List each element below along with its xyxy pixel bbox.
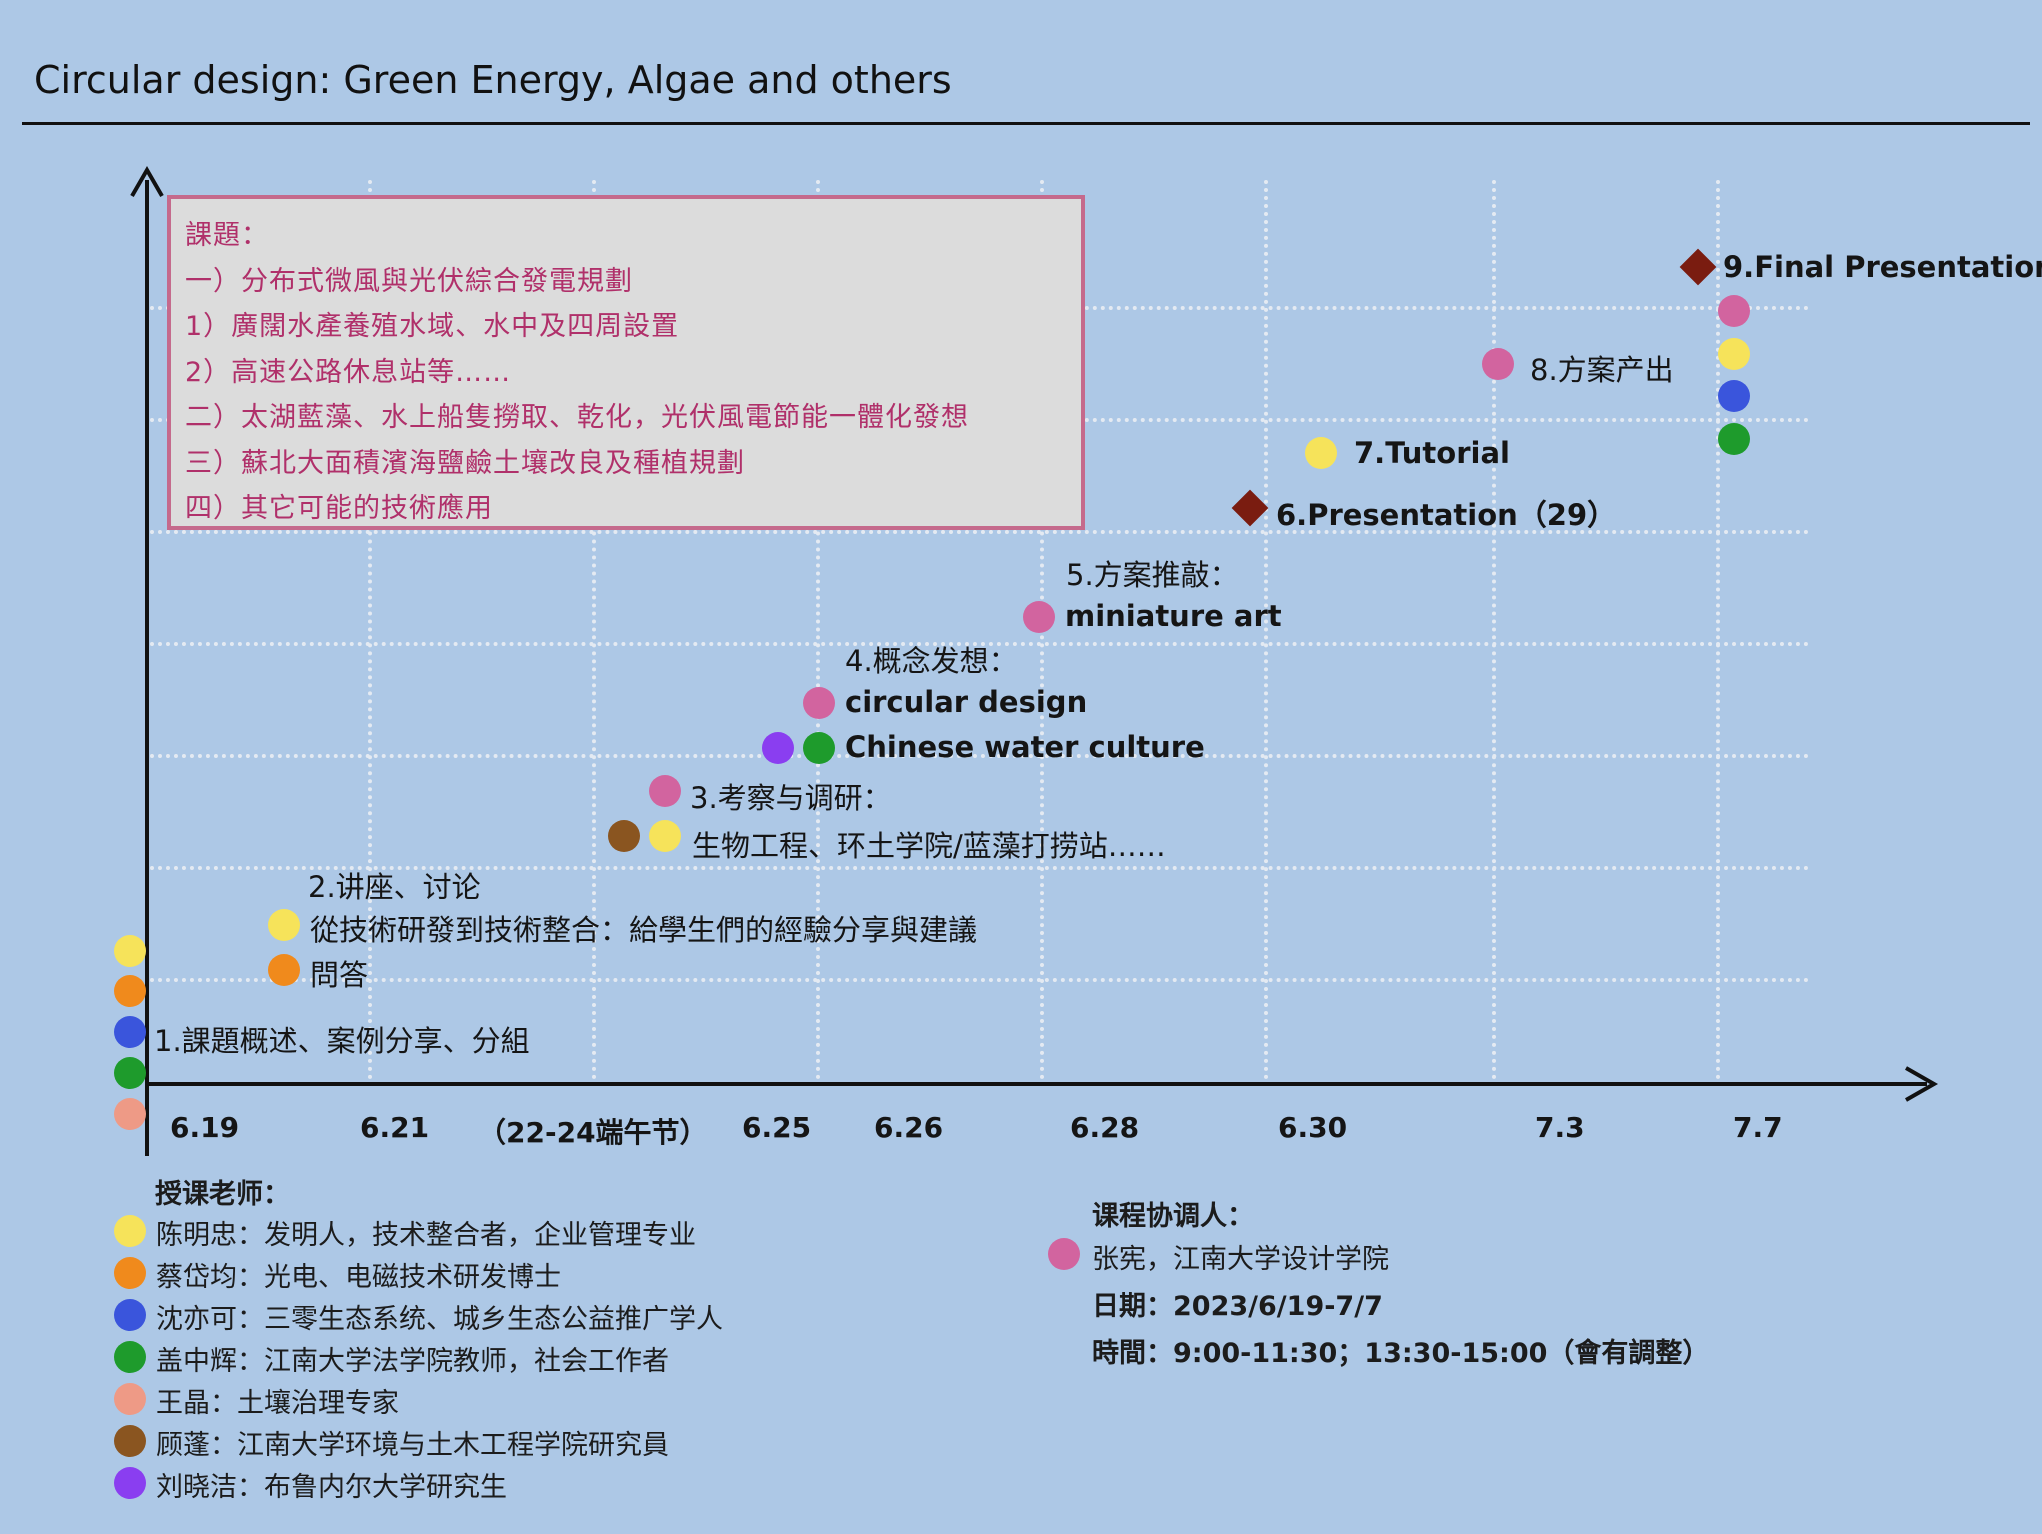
milestone-3-item: 生物工程、环土学院/蓝藻打捞站…… xyxy=(692,829,1166,863)
coordinator-dot-pink xyxy=(803,687,835,719)
legend-dot-orange xyxy=(114,1257,146,1289)
milestone-4-item: circular design xyxy=(845,685,1088,719)
course-date: 日期：2023/6/19-7/7 xyxy=(1092,1291,1383,1322)
teacher-dot-yellow xyxy=(649,820,681,852)
topic-line: 三）蘇北大面積濱海鹽鹼土壤改良及種植規劃 xyxy=(185,447,745,479)
legend-dot-salmon xyxy=(114,1383,146,1415)
teacher-dot-yellow xyxy=(1718,338,1750,370)
legend-dot-purple xyxy=(114,1467,146,1499)
page-title: Circular design: Green Energy, Algae and… xyxy=(34,58,952,102)
milestone-3-title: 3.考察与调研： xyxy=(690,781,892,815)
coordinator-name: 张宪，江南大学设计学院 xyxy=(1092,1244,1389,1275)
teacher-dot-green xyxy=(1718,423,1750,455)
milestone-5-title: 5.方案推敲： xyxy=(1066,558,1239,592)
milestone-6-label: 6.Presentation（29） xyxy=(1276,498,1617,532)
coordinator-dot-pink xyxy=(1718,295,1750,327)
coordinator-dot-pink xyxy=(1482,348,1514,380)
teachers-heading: 授课老师： xyxy=(155,1179,290,1210)
milestone-1-label: 1.課題概述、案例分享、分組 xyxy=(154,1024,530,1058)
tick-label: 6.21 xyxy=(360,1111,430,1144)
tick-label: 6.28 xyxy=(1070,1111,1140,1144)
milestone-7-label: 7.Tutorial xyxy=(1354,436,1510,470)
topic-line: 一）分布式微風與光伏綜合發電規劃 xyxy=(185,265,633,297)
tick-label: （22-24端午节） xyxy=(478,1116,708,1149)
milestone-2-title: 2.讲座、讨论 xyxy=(308,870,481,904)
tick-label: 6.26 xyxy=(874,1111,944,1144)
teacher-name: 陈明忠：发明人，技术整合者，企业管理专业 xyxy=(156,1220,696,1251)
teacher-name: 沈亦可：三零生态系统、城乡生态公益推广学人 xyxy=(156,1304,723,1335)
teacher-dot-salmon xyxy=(114,1098,146,1130)
teacher-name: 盖中辉：江南大学法学院教师，社会工作者 xyxy=(156,1346,669,1377)
tick-label: 6.19 xyxy=(170,1111,240,1144)
teacher-name: 王晶：土壤治理专家 xyxy=(156,1388,399,1419)
legend-dot-brown xyxy=(114,1425,146,1457)
teacher-dot-blue xyxy=(1718,380,1750,412)
legend-dot-green xyxy=(114,1341,146,1373)
legend-dot-blue xyxy=(114,1299,146,1331)
milestone-9-label: 9.Final Presentation xyxy=(1723,250,2042,284)
teacher-dot-yellow xyxy=(1305,437,1337,469)
presentation-diamond-icon xyxy=(1231,489,1269,527)
teacher-dot-green xyxy=(803,732,835,764)
milestone-8-label: 8.方案产出 xyxy=(1530,353,1674,387)
milestone-2-item: 問答 xyxy=(310,958,369,992)
legend-dot-yellow xyxy=(114,1215,146,1247)
topic-line: 課題： xyxy=(185,220,269,251)
presentation-diamond-icon xyxy=(1679,248,1717,286)
teacher-dot-purple xyxy=(762,732,794,764)
milestone-2-item: 從技術研發到技術整合：給學生們的經驗分享與建議 xyxy=(310,913,978,947)
milestone-4-item: Chinese water culture xyxy=(845,730,1205,764)
tick-label: 7.3 xyxy=(1535,1111,1585,1144)
teacher-dot-yellow xyxy=(268,909,300,941)
x-axis-arrowhead xyxy=(1905,1066,1939,1102)
teacher-dot-orange xyxy=(114,975,146,1007)
title-divider xyxy=(22,122,2030,125)
milestone-4-title: 4.概念发想： xyxy=(845,644,1018,678)
y-axis xyxy=(145,180,149,1156)
coordinator-heading: 课程协调人： xyxy=(1092,1201,1254,1232)
coordinator-dot-pink xyxy=(1023,601,1055,633)
tick-label: 6.30 xyxy=(1278,1111,1348,1144)
topic-line: 二）太湖藍藻、水上船隻撈取、乾化，光伏風電節能一體化發想 xyxy=(185,402,969,433)
teacher-dot-yellow xyxy=(114,935,146,967)
x-axis xyxy=(145,1082,1927,1086)
legend-dot-pink xyxy=(1048,1238,1080,1270)
topic-line: 四）其它可能的技術應用 xyxy=(185,493,493,524)
teacher-dot-brown xyxy=(608,820,640,852)
coordinator-dot-pink xyxy=(649,775,681,807)
tick-label: 7.7 xyxy=(1733,1111,1783,1144)
teacher-name: 刘晓洁：布鲁内尔大学研究生 xyxy=(156,1472,507,1503)
topic-line: 1）廣闊水產養殖水域、水中及四周設置 xyxy=(185,311,680,342)
teacher-dot-green xyxy=(114,1057,146,1089)
teacher-dot-blue xyxy=(114,1016,146,1048)
teacher-name: 顾蓬：江南大学环境与土木工程学院研究員 xyxy=(156,1430,669,1461)
y-axis-arrowhead xyxy=(130,165,164,197)
course-time: 時間：9:00-11:30；13:30-15:00（會有調整） xyxy=(1092,1338,1710,1369)
tick-label: 6.25 xyxy=(742,1111,812,1144)
teacher-name: 蔡岱均：光电、电磁技术研发博士 xyxy=(156,1262,561,1293)
topic-line: 2）高速公路休息站等…… xyxy=(185,356,512,388)
milestone-5-item: miniature art xyxy=(1065,599,1282,633)
topics-box: 課題： 一）分布式微風與光伏綜合發電規劃 1）廣闊水產養殖水域、水中及四周設置 … xyxy=(167,195,1085,530)
teacher-dot-orange xyxy=(268,954,300,986)
